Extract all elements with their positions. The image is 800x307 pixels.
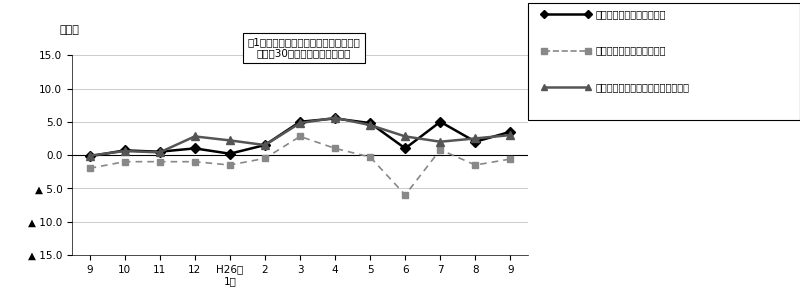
- Text: 名目賃金（きまって支給する給与）: 名目賃金（きまって支給する給与）: [588, 83, 682, 92]
- Text: 名目賃金（現金給与総額）: 名目賃金（現金給与総額）: [588, 9, 658, 19]
- Text: 囱1　賃金指数の推移（対前年同月比）
－規模30人以上－　調査産業計: 囱1 賃金指数の推移（対前年同月比） －規模30人以上－ 調査産業計: [247, 37, 361, 58]
- Text: 名目賃金（現金給与総額）: 名目賃金（現金給与総額）: [596, 9, 666, 19]
- Text: （％）: （％）: [60, 25, 80, 35]
- Text: 実質賃金（現金給与総額）: 実質賃金（現金給与総額）: [596, 46, 666, 56]
- Text: 実質賃金（現金給与総額）: 実質賃金（現金給与総額）: [588, 46, 658, 56]
- Text: 名目賃金（きまって支給する給与）: 名目賃金（きまって支給する給与）: [596, 83, 690, 92]
